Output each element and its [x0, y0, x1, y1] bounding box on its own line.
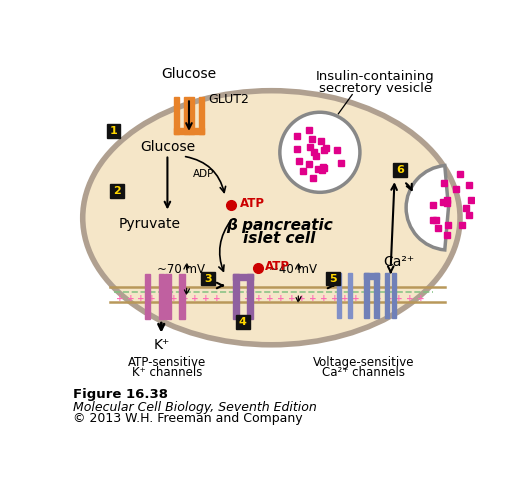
Text: +: +	[395, 294, 403, 303]
Text: 5: 5	[329, 273, 337, 283]
Text: +: +	[213, 294, 221, 303]
Bar	[364, 273, 369, 318]
Text: +: +	[342, 294, 349, 303]
Text: +: +	[288, 294, 295, 303]
Text: Glucose: Glucose	[140, 140, 195, 154]
Text: © 2013 W.H. Freeman and Company: © 2013 W.H. Freeman and Company	[73, 412, 303, 425]
Text: +: +	[320, 294, 327, 303]
Text: ATP-sensitive: ATP-sensitive	[128, 356, 206, 369]
Bar	[347, 273, 352, 318]
Text: islet cell: islet cell	[243, 231, 315, 246]
Text: 1: 1	[110, 126, 117, 136]
Bar	[199, 97, 204, 134]
Text: +: +	[363, 294, 371, 303]
Ellipse shape	[83, 91, 460, 345]
Bar	[364, 273, 379, 279]
Bar	[180, 274, 185, 318]
Text: 6: 6	[396, 165, 404, 175]
Text: +: +	[309, 294, 317, 303]
Text: +: +	[148, 294, 156, 303]
FancyBboxPatch shape	[110, 184, 124, 198]
Text: Insulin-containing: Insulin-containing	[316, 70, 435, 83]
Text: 2: 2	[114, 186, 121, 196]
Text: +: +	[406, 294, 414, 303]
FancyBboxPatch shape	[201, 271, 215, 285]
Text: ADP: ADP	[193, 169, 214, 179]
Text: +: +	[181, 294, 188, 303]
Text: +: +	[159, 294, 167, 303]
Text: Voltage-sensitive: Voltage-sensitive	[313, 356, 414, 369]
Bar	[233, 274, 239, 318]
Text: K⁺: K⁺	[153, 338, 169, 352]
Text: +: +	[244, 294, 252, 303]
Text: +: +	[352, 294, 360, 303]
Text: +: +	[331, 294, 338, 303]
Text: +: +	[374, 294, 381, 303]
Text: ~70 mV: ~70 mV	[156, 263, 204, 276]
Bar	[145, 274, 150, 318]
Text: secretory vesicle: secretory vesicle	[319, 82, 432, 95]
Text: GLUT2: GLUT2	[208, 93, 249, 106]
FancyBboxPatch shape	[326, 271, 340, 285]
Bar	[392, 273, 396, 318]
Bar	[385, 273, 389, 318]
Text: Glucose: Glucose	[162, 67, 216, 81]
Text: ATP: ATP	[265, 260, 289, 273]
Text: Pyruvate: Pyruvate	[119, 217, 181, 231]
Bar	[165, 274, 171, 318]
FancyBboxPatch shape	[393, 163, 407, 177]
Text: 4: 4	[239, 317, 247, 327]
Text: +: +	[137, 294, 145, 303]
Bar	[247, 274, 253, 318]
Text: +: +	[127, 294, 134, 303]
Text: Figure 16.38: Figure 16.38	[73, 388, 168, 401]
Text: 3: 3	[204, 273, 212, 283]
Text: +: +	[255, 294, 263, 303]
Text: Molecular Cell Biology, Seventh Edition: Molecular Cell Biology, Seventh Edition	[73, 401, 317, 414]
Text: +: +	[191, 294, 199, 303]
Bar	[337, 273, 342, 318]
Text: Ca²⁺ channels: Ca²⁺ channels	[322, 366, 406, 379]
Bar	[374, 273, 379, 318]
Bar	[174, 97, 179, 134]
Text: +: +	[277, 294, 285, 303]
Bar	[233, 274, 253, 280]
Text: K⁺ channels: K⁺ channels	[132, 366, 203, 379]
Bar	[158, 274, 164, 318]
Text: +: +	[170, 294, 177, 303]
Text: +: +	[116, 294, 124, 303]
FancyBboxPatch shape	[107, 124, 120, 138]
Text: ~40 mV: ~40 mV	[269, 263, 317, 276]
Circle shape	[280, 112, 360, 192]
Bar	[189, 97, 194, 134]
Text: +: +	[202, 294, 210, 303]
Text: +: +	[417, 294, 425, 303]
Text: +: +	[298, 294, 306, 303]
Bar	[184, 97, 189, 134]
Bar	[174, 128, 189, 134]
Bar	[189, 128, 204, 134]
Text: β pancreatic: β pancreatic	[225, 218, 333, 233]
Text: +: +	[384, 294, 392, 303]
Wedge shape	[406, 166, 448, 250]
Text: Ca²⁺: Ca²⁺	[383, 254, 414, 268]
Text: ATP: ATP	[240, 197, 265, 210]
Text: +: +	[266, 294, 274, 303]
FancyBboxPatch shape	[236, 315, 250, 329]
